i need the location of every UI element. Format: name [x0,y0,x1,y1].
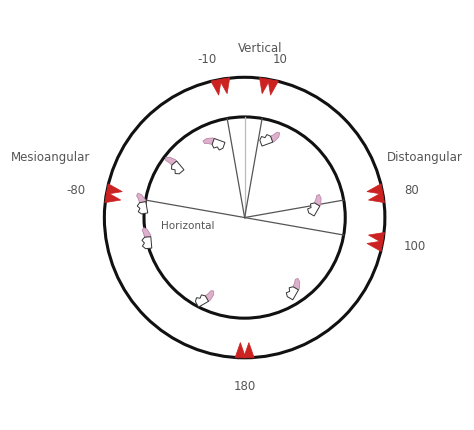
Polygon shape [172,162,184,175]
Polygon shape [105,193,121,203]
Polygon shape [142,228,151,238]
Text: 100: 100 [404,240,426,252]
Polygon shape [368,193,384,203]
Text: Horizontal: Horizontal [161,221,214,230]
Polygon shape [219,79,230,95]
Polygon shape [235,343,246,358]
Text: 180: 180 [234,379,256,392]
Polygon shape [244,343,254,358]
Text: Mesioangular: Mesioangular [11,151,91,164]
Text: 80: 80 [404,184,419,197]
Polygon shape [314,195,321,206]
Text: Vertical: Vertical [237,42,282,55]
Polygon shape [165,158,177,166]
Polygon shape [205,291,214,301]
Polygon shape [137,194,146,203]
Polygon shape [137,202,148,215]
Polygon shape [260,135,273,147]
Polygon shape [268,80,278,96]
Polygon shape [367,241,383,252]
Text: -10: -10 [197,53,217,66]
Polygon shape [106,184,122,195]
Polygon shape [286,287,299,300]
Polygon shape [271,133,280,143]
Polygon shape [308,203,320,216]
Polygon shape [212,139,225,150]
Text: -80: -80 [66,184,85,197]
Polygon shape [293,279,300,290]
Polygon shape [203,138,214,145]
Polygon shape [195,295,209,307]
Text: 10: 10 [273,53,288,66]
Polygon shape [260,79,270,95]
Polygon shape [211,80,221,96]
Polygon shape [367,184,383,195]
Polygon shape [142,237,152,249]
Text: Distoangular: Distoangular [387,151,463,164]
Polygon shape [368,233,384,243]
